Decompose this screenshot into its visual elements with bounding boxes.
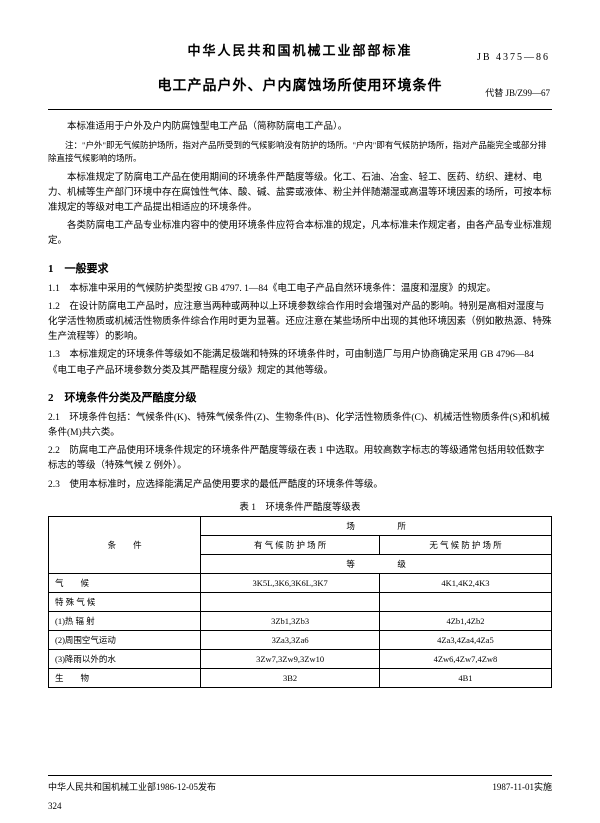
- section-2-title: 2 环境条件分类及严酷度分级: [48, 389, 552, 405]
- subsection-2-3: 2.3 使用本标准时，应选择能满足产品使用要求的最低严酷度的环境条件等级。: [48, 478, 552, 493]
- intro-paragraph-2: 本标准规定了防腐电工产品在使用期间的环境条件严酷度等级。化工、石油、冶金、轻工、…: [48, 171, 552, 217]
- cell: 4Zb1,4Zb2: [379, 611, 551, 630]
- cell: 4Zw6,4Zw7,4Zw8: [379, 649, 551, 668]
- subsection-1-1: 1.1 本标准中采用的气候防护类型按 GB 4797. 1—84《电工电子产品自…: [48, 282, 552, 297]
- header-divider: [48, 109, 552, 110]
- cell: (1)热 辐 射: [49, 611, 201, 630]
- cell: [379, 592, 551, 611]
- table-row: (2)周围空气运动 3Za3,3Za6 4Za3,4Za4,4Za5: [49, 630, 552, 649]
- header-place: 场 所: [201, 516, 552, 535]
- subsection-2-1: 2.1 环境条件包括：气候条件(K)、特殊气候条件(Z)、生物条件(B)、化学活…: [48, 411, 552, 441]
- intro-note: 注："户外"即无气候防护场所，指对产品所受到的气候影响没有防护的场所。"户内"即…: [48, 139, 552, 165]
- cell: (2)周围空气运动: [49, 630, 201, 649]
- table-row: 气 候 3K5L,3K6,3K6L,3K7 4K1,4K2,4K3: [49, 573, 552, 592]
- subsection-2-2: 2.2 防腐电工产品使用环境条件规定的环境条件严酷度等级在表 1 中选取。用较高…: [48, 444, 552, 474]
- table-row: 生 物 3B2 4B1: [49, 668, 552, 687]
- table-row: 特 殊 气 候: [49, 592, 552, 611]
- cell: 特 殊 气 候: [49, 592, 201, 611]
- cell: 3Zw7,3Zw9,3Zw10: [201, 649, 380, 668]
- section-1-title: 1 一般要求: [48, 260, 552, 276]
- cell: 气 候: [49, 573, 201, 592]
- cell: 生 物: [49, 668, 201, 687]
- cell: [201, 592, 380, 611]
- table-header-row-1: 条 件 场 所: [49, 516, 552, 535]
- replaces-code: 代替 JB/Z99—67: [485, 86, 550, 99]
- cell: 4K1,4K2,4K3: [379, 573, 551, 592]
- cell: 3Zb1,3Zb3: [201, 611, 380, 630]
- page-number: 324: [48, 801, 62, 811]
- cell: 4B1: [379, 668, 551, 687]
- header-grade: 等 级: [201, 554, 552, 573]
- cell: 3B2: [201, 668, 380, 687]
- cell: 3Za3,3Za6: [201, 630, 380, 649]
- cell: 3K5L,3K6,3K6L,3K7: [201, 573, 380, 592]
- subsection-1-3: 1.3 本标准规定的环境条件等级如不能满足极端和特殊的环境条件时，可由制造厂与用…: [48, 348, 552, 378]
- table-caption: 表 1 环境条件严酷度等级表: [48, 499, 552, 513]
- severity-grade-table: 条 件 场 所 有 气 候 防 护 场 所 无 气 候 防 护 场 所 等 级 …: [48, 516, 552, 688]
- table-row: (1)热 辐 射 3Zb1,3Zb3 4Zb1,4Zb2: [49, 611, 552, 630]
- header-condition: 条 件: [49, 516, 201, 573]
- main-title: 电工产品户外、户内腐蚀场所使用环境条件: [48, 75, 552, 95]
- header-indoor: 有 气 候 防 护 场 所: [201, 535, 380, 554]
- intro-paragraph-3: 各类防腐电工产品专业标准内容中的使用环境条件应符合本标准的规定，凡本标准未作规定…: [48, 219, 552, 249]
- effective-date: 1987-11-01实施: [492, 780, 552, 793]
- header-outdoor: 无 气 候 防 护 场 所: [379, 535, 551, 554]
- table-row: (3)降雨以外的水 3Zw7,3Zw9,3Zw10 4Zw6,4Zw7,4Zw8: [49, 649, 552, 668]
- cell: 4Za3,4Za4,4Za5: [379, 630, 551, 649]
- intro-paragraph-1: 本标准适用于户外及户内防腐蚀型电工产品（简称防腐电工产品）。: [48, 120, 552, 135]
- subsection-1-2: 1.2 在设计防腐电工产品时，应注意当两种或两种以上环境参数综合作用时会增强对产…: [48, 300, 552, 346]
- issue-date: 中华人民共和国机械工业部1986-12-05发布: [48, 780, 216, 793]
- cell: (3)降雨以外的水: [49, 649, 201, 668]
- document-footer: 中华人民共和国机械工业部1986-12-05发布 1987-11-01实施: [48, 775, 552, 793]
- document-code: JB 4375—86: [477, 52, 550, 63]
